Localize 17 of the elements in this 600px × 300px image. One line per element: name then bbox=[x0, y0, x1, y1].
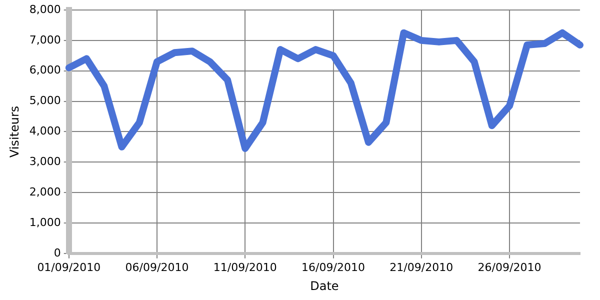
x-tick-label: 11/09/2010 bbox=[213, 260, 277, 274]
x-tick-label: 06/09/2010 bbox=[125, 260, 189, 274]
x-tick-label: 21/09/2010 bbox=[390, 260, 454, 274]
y-axis-title: Visiteurs bbox=[7, 106, 22, 158]
y-tick-label: 4,000 bbox=[29, 124, 61, 138]
y-tick-label: 7,000 bbox=[29, 33, 61, 46]
y-tick-label: 3,000 bbox=[29, 154, 61, 168]
y-tick-label: 1,000 bbox=[29, 216, 61, 229]
x-tick-label: 16/09/2010 bbox=[302, 260, 365, 274]
x-axis-title: Date bbox=[310, 278, 339, 293]
y-tick-label: 2,000 bbox=[29, 185, 61, 198]
y-tick-label: 5,000 bbox=[29, 94, 61, 108]
x-tick-label: 01/09/2010 bbox=[37, 260, 101, 274]
y-tick-label: 8,000 bbox=[29, 2, 61, 16]
y-tick-label: 6,000 bbox=[29, 64, 61, 77]
y-tick-label: 0 bbox=[54, 246, 61, 260]
x-tick-label: 26/09/2010 bbox=[478, 260, 542, 274]
